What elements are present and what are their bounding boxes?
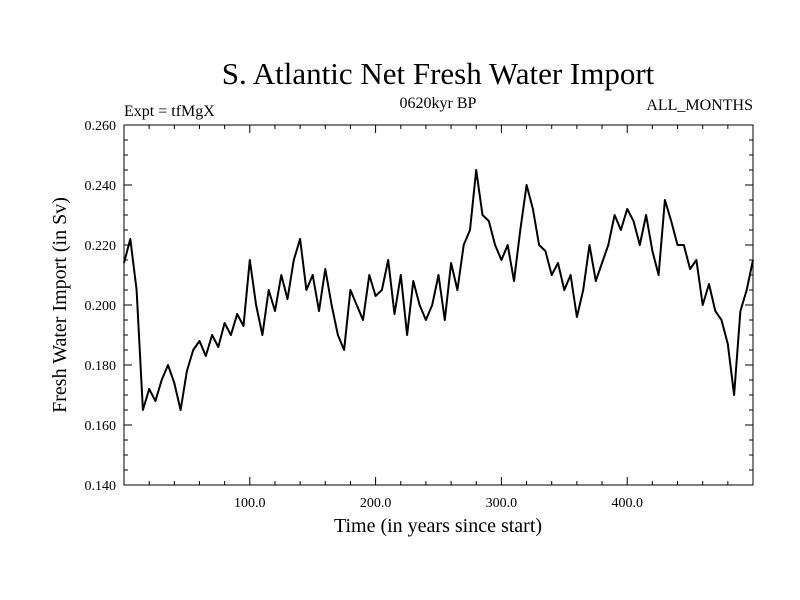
axis-ticks xyxy=(124,124,753,486)
y-tick-label: 0.240 xyxy=(85,179,117,194)
experiment-label: Expt = tfMgX xyxy=(124,103,215,120)
x-tick-label: 200.0 xyxy=(360,496,392,511)
tick-labels: 0.140 0.160 0.180 0.200 0.220 0.240 0.260 100.0… xyxy=(85,119,643,511)
months-label: ALL_MONTHS xyxy=(646,97,753,114)
y-tick-label: 0.260 xyxy=(85,119,117,134)
y-tick-label: 0.220 xyxy=(85,239,117,254)
y-tick-label: 0.180 xyxy=(85,359,117,374)
fresh-water-import-line xyxy=(123,169,754,411)
x-tick-label: 100.0 xyxy=(234,496,266,511)
x-axis-label: Time (in years since start) xyxy=(334,515,542,537)
x-tick-label: 400.0 xyxy=(611,496,643,511)
y-tick-label: 0.200 xyxy=(85,299,117,314)
y-axis-label: Fresh Water Import (in Sv) xyxy=(49,197,71,413)
plot-frame xyxy=(123,124,754,486)
y-tick-label: 0.160 xyxy=(85,419,117,434)
period-label: 0620kyr BP xyxy=(400,95,477,112)
y-tick-label: 0.140 xyxy=(85,479,117,494)
x-tick-label: 300.0 xyxy=(486,496,518,511)
chart-title: S. Atlantic Net Fresh Water Import xyxy=(222,56,655,91)
